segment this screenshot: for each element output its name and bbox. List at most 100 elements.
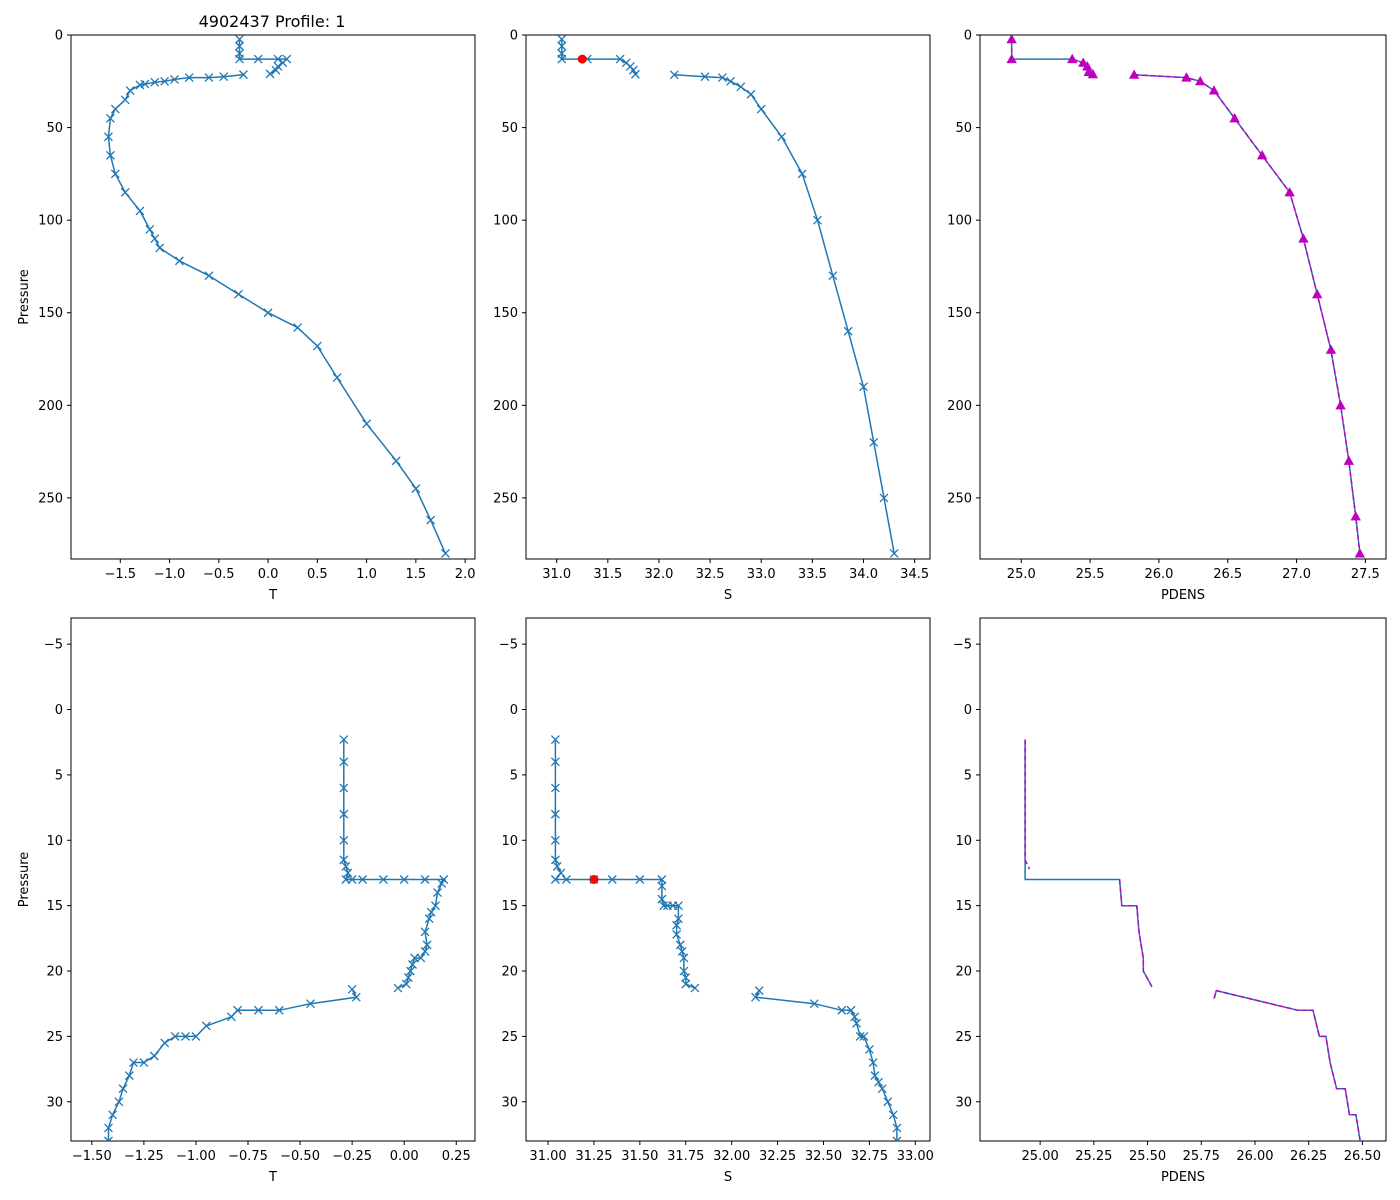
selected-point-marker [589, 875, 599, 884]
data-point-triangle-marker [1195, 75, 1206, 86]
figure-title: 4902437 Profile: 1 [199, 12, 346, 31]
y-tick-label: −5 [44, 638, 63, 653]
data-point-x-marker [669, 70, 679, 80]
data-point-x-marker [339, 855, 349, 865]
data-point-x-marker [351, 992, 361, 1002]
x-tick-label: 25.0 [1007, 567, 1036, 582]
data-point-x-marker [754, 986, 764, 996]
data-point-x-marker [378, 875, 388, 884]
x-tick-label: 31.5 [593, 567, 622, 582]
x-tick-label: 1.0 [356, 567, 377, 582]
data-point-x-marker [426, 515, 436, 525]
x-tick-label: 25.25 [1075, 1149, 1112, 1164]
data-point-x-marker [181, 1031, 190, 1041]
y-axis-label: Pressure [17, 269, 32, 325]
data-point-x-marker [828, 271, 838, 281]
data-point-x-marker [271, 65, 281, 75]
data-point-x-marker [422, 940, 432, 950]
data-point-x-marker [160, 76, 170, 86]
data-point-x-marker [607, 875, 617, 884]
y-tick-label: 5 [964, 768, 972, 783]
data-point-x-marker [874, 1077, 884, 1087]
data-point-x-marker [184, 73, 194, 83]
data-point-x-marker [219, 72, 229, 82]
y-tick-label: 30 [501, 1095, 518, 1110]
y-tick-label: 10 [955, 834, 972, 849]
x-tick-label: 0.00 [390, 1149, 419, 1164]
data-point-x-marker [892, 1123, 902, 1133]
x-tick-label: 26.5 [1213, 567, 1242, 582]
x-tick-label: 26.0 [1144, 567, 1173, 582]
x-tick-label: 31.00 [529, 1149, 566, 1164]
data-point-x-marker [870, 1071, 880, 1081]
data-point-triangle-marker [1298, 233, 1309, 243]
data-point-x-marker [408, 960, 417, 969]
data-point-x-marker [426, 907, 436, 917]
data-point-x-marker [550, 735, 560, 745]
x-axis-label: S [724, 588, 732, 603]
data-point-triangle-marker [1335, 399, 1346, 410]
data-point-x-marker [673, 914, 683, 924]
series-selected [577, 54, 587, 64]
x-tick-label: 32.25 [759, 1149, 796, 1164]
data-point-x-marker [339, 809, 349, 819]
y-tick-label: 20 [46, 965, 63, 980]
data-point-triangle-marker [1284, 187, 1295, 197]
data-point-x-marker [393, 983, 403, 993]
data-point-triangle-marker [1343, 455, 1355, 465]
plot-area [1006, 35, 1366, 558]
data-point-x-marker [430, 901, 440, 911]
data-point-x-marker [672, 920, 682, 930]
data-point-x-marker [306, 999, 315, 1009]
x-tick-label: 34.5 [900, 567, 929, 582]
data-point-x-marker [103, 132, 113, 142]
series-s [557, 35, 899, 558]
data-point-x-marker [756, 104, 766, 114]
data-point-triangle-marker [1208, 85, 1220, 95]
data-point-x-marker [118, 1084, 128, 1094]
data-point-x-marker [440, 548, 450, 558]
data-point-x-marker [191, 1031, 201, 1041]
panel-bottom-left: −1.50 −1.25 −1.00 −0.75 −0.50 −0.25 0.00 0.25 −5… [17, 617, 476, 1185]
x-tick-label: 2.0 [455, 567, 476, 582]
data-point-triangle-marker [1006, 35, 1017, 44]
data-point-x-marker [717, 73, 727, 83]
x-tick-label: −1.50 [72, 1149, 112, 1164]
data-point-x-marker [235, 54, 244, 64]
y-tick-label: 50 [955, 121, 972, 136]
data-point-x-marker [170, 74, 179, 84]
x-axis-label: PDENS [1161, 1170, 1205, 1185]
x-tick-label: −0.5 [203, 567, 235, 582]
x-axis-label: T [268, 1170, 277, 1185]
plot-area [1024, 739, 1361, 1141]
data-point-x-marker [557, 35, 567, 44]
data-point-x-marker [201, 1021, 211, 1031]
data-point-x-marker [110, 104, 120, 114]
x-tick-label: 0.25 [442, 1149, 471, 1164]
y-tick-label: 50 [46, 121, 63, 136]
data-point-x-marker [424, 914, 434, 924]
x-axis-label: T [268, 588, 277, 603]
data-point-x-marker [411, 484, 421, 494]
data-point-x-marker [125, 86, 135, 96]
x-tick-label: 0.0 [258, 567, 279, 582]
y-tick-label: 150 [38, 306, 63, 321]
data-point-x-marker [556, 868, 566, 878]
data-point-x-marker [253, 54, 263, 64]
data-point-x-marker [105, 150, 115, 160]
x-tick-label: 33.0 [747, 567, 776, 582]
x-tick-label: 26.25 [1290, 1149, 1327, 1164]
data-point-x-marker [235, 41, 244, 51]
series-line [1213, 989, 1361, 1141]
y-tick-label: −5 [499, 638, 518, 653]
data-point-x-marker [339, 757, 349, 767]
data-point-x-marker [391, 456, 401, 466]
x-tick-label: −0.75 [228, 1149, 268, 1164]
panel-top-center: 31.0 31.5 32.0 32.5 33.0 33.5 34.0 34.5 0 50 100 15… [493, 29, 931, 603]
data-point-x-marker [690, 983, 700, 993]
x-tick-label: 25.75 [1183, 1149, 1220, 1164]
data-point-x-marker [139, 1058, 149, 1068]
y-tick-label: 10 [501, 834, 518, 849]
x-tick-label: 1.5 [406, 567, 427, 582]
data-point-x-marker [339, 835, 349, 845]
